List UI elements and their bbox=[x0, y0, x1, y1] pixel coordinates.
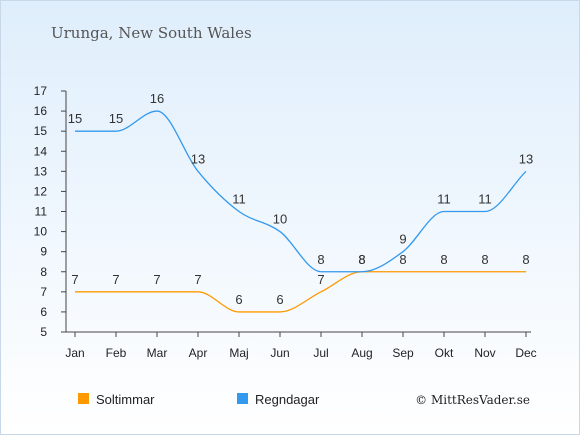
data-label-regndagar: 9 bbox=[399, 232, 406, 247]
data-label-soltimmar: 8 bbox=[399, 252, 406, 267]
data-label-regndagar: 8 bbox=[358, 252, 365, 267]
x-tick-label: Okt bbox=[435, 346, 454, 360]
y-tick-label: 14 bbox=[34, 144, 48, 158]
series-lines bbox=[74, 110, 527, 313]
data-label-regndagar: 11 bbox=[478, 192, 492, 207]
y-tick-label: 16 bbox=[34, 104, 48, 118]
x-tick-label: Apr bbox=[189, 346, 208, 360]
data-label-regndagar: 10 bbox=[273, 212, 287, 227]
data-label-soltimmar: 7 bbox=[194, 272, 201, 287]
data-label-soltimmar: 6 bbox=[235, 292, 242, 307]
y-tick-label: 5 bbox=[40, 325, 47, 339]
x-tick-label: Aug bbox=[351, 346, 372, 360]
x-tick-label: Maj bbox=[229, 346, 248, 360]
y-axis-ticks: 5 6 7 8 9 10 11 12 13 14 15 16 17 bbox=[34, 84, 66, 339]
data-label-regndagar: 15 bbox=[68, 111, 82, 126]
data-label-soltimmar: 7 bbox=[153, 272, 160, 287]
x-tick-label: Sep bbox=[392, 346, 414, 360]
data-label-soltimmar: 6 bbox=[276, 292, 283, 307]
y-tick-label: 13 bbox=[34, 164, 48, 178]
y-tick-label: 8 bbox=[40, 265, 47, 279]
y-tick-label: 11 bbox=[35, 205, 48, 219]
series-line-regndagar bbox=[75, 110, 527, 273]
x-tick-label: Dec bbox=[515, 346, 536, 360]
data-label-soltimmar: 7 bbox=[71, 272, 78, 287]
series-line-soltimmar bbox=[74, 271, 526, 313]
data-label-soltimmar: 7 bbox=[112, 272, 119, 287]
credit-text: © MittResVader.se bbox=[415, 393, 530, 407]
x-tick-label: Jan bbox=[65, 346, 84, 360]
data-label-soltimmar: 8 bbox=[481, 252, 488, 267]
x-axis-ticks: Jan Feb Mar Apr Maj Jun Jul Aug Sep Okt Nov Dec bbox=[65, 332, 537, 360]
legend-swatch-regndagar bbox=[237, 393, 248, 404]
data-label-regndagar: 16 bbox=[150, 91, 164, 106]
legend-label-soltimmar: Soltimmar bbox=[96, 392, 155, 407]
data-label-regndagar: 11 bbox=[437, 192, 451, 207]
legend: Soltimmar Regndagar bbox=[78, 392, 320, 407]
data-label-regndagar: 11 bbox=[232, 192, 246, 207]
data-label-soltimmar: 8 bbox=[440, 252, 447, 267]
y-tick-label: 15 bbox=[34, 124, 48, 138]
x-tick-label: Nov bbox=[474, 346, 495, 360]
y-tick-label: 12 bbox=[34, 184, 48, 198]
x-tick-label: Jun bbox=[270, 346, 289, 360]
chart-title: Urunga, New South Wales bbox=[51, 24, 252, 42]
data-label-regndagar: 15 bbox=[109, 111, 123, 126]
y-tick-label: 7 bbox=[40, 285, 47, 299]
y-tick-label: 10 bbox=[34, 225, 48, 239]
data-label-soltimmar: 8 bbox=[522, 252, 529, 267]
x-tick-label: Mar bbox=[147, 346, 168, 360]
y-tick-label: 6 bbox=[40, 305, 47, 319]
data-label-regndagar: 8 bbox=[317, 252, 324, 267]
x-tick-label: Jul bbox=[313, 346, 328, 360]
data-label-regndagar: 13 bbox=[519, 151, 533, 166]
y-tick-label: 17 bbox=[34, 84, 48, 98]
data-label-regndagar: 13 bbox=[191, 151, 205, 166]
data-label-soltimmar: 8 bbox=[358, 252, 365, 267]
x-tick-label: Feb bbox=[106, 346, 127, 360]
legend-swatch-soltimmar bbox=[78, 393, 89, 404]
data-label-soltimmar: 7 bbox=[317, 272, 324, 287]
y-tick-label: 9 bbox=[40, 245, 47, 259]
legend-label-regndagar: Regndagar bbox=[255, 392, 320, 407]
